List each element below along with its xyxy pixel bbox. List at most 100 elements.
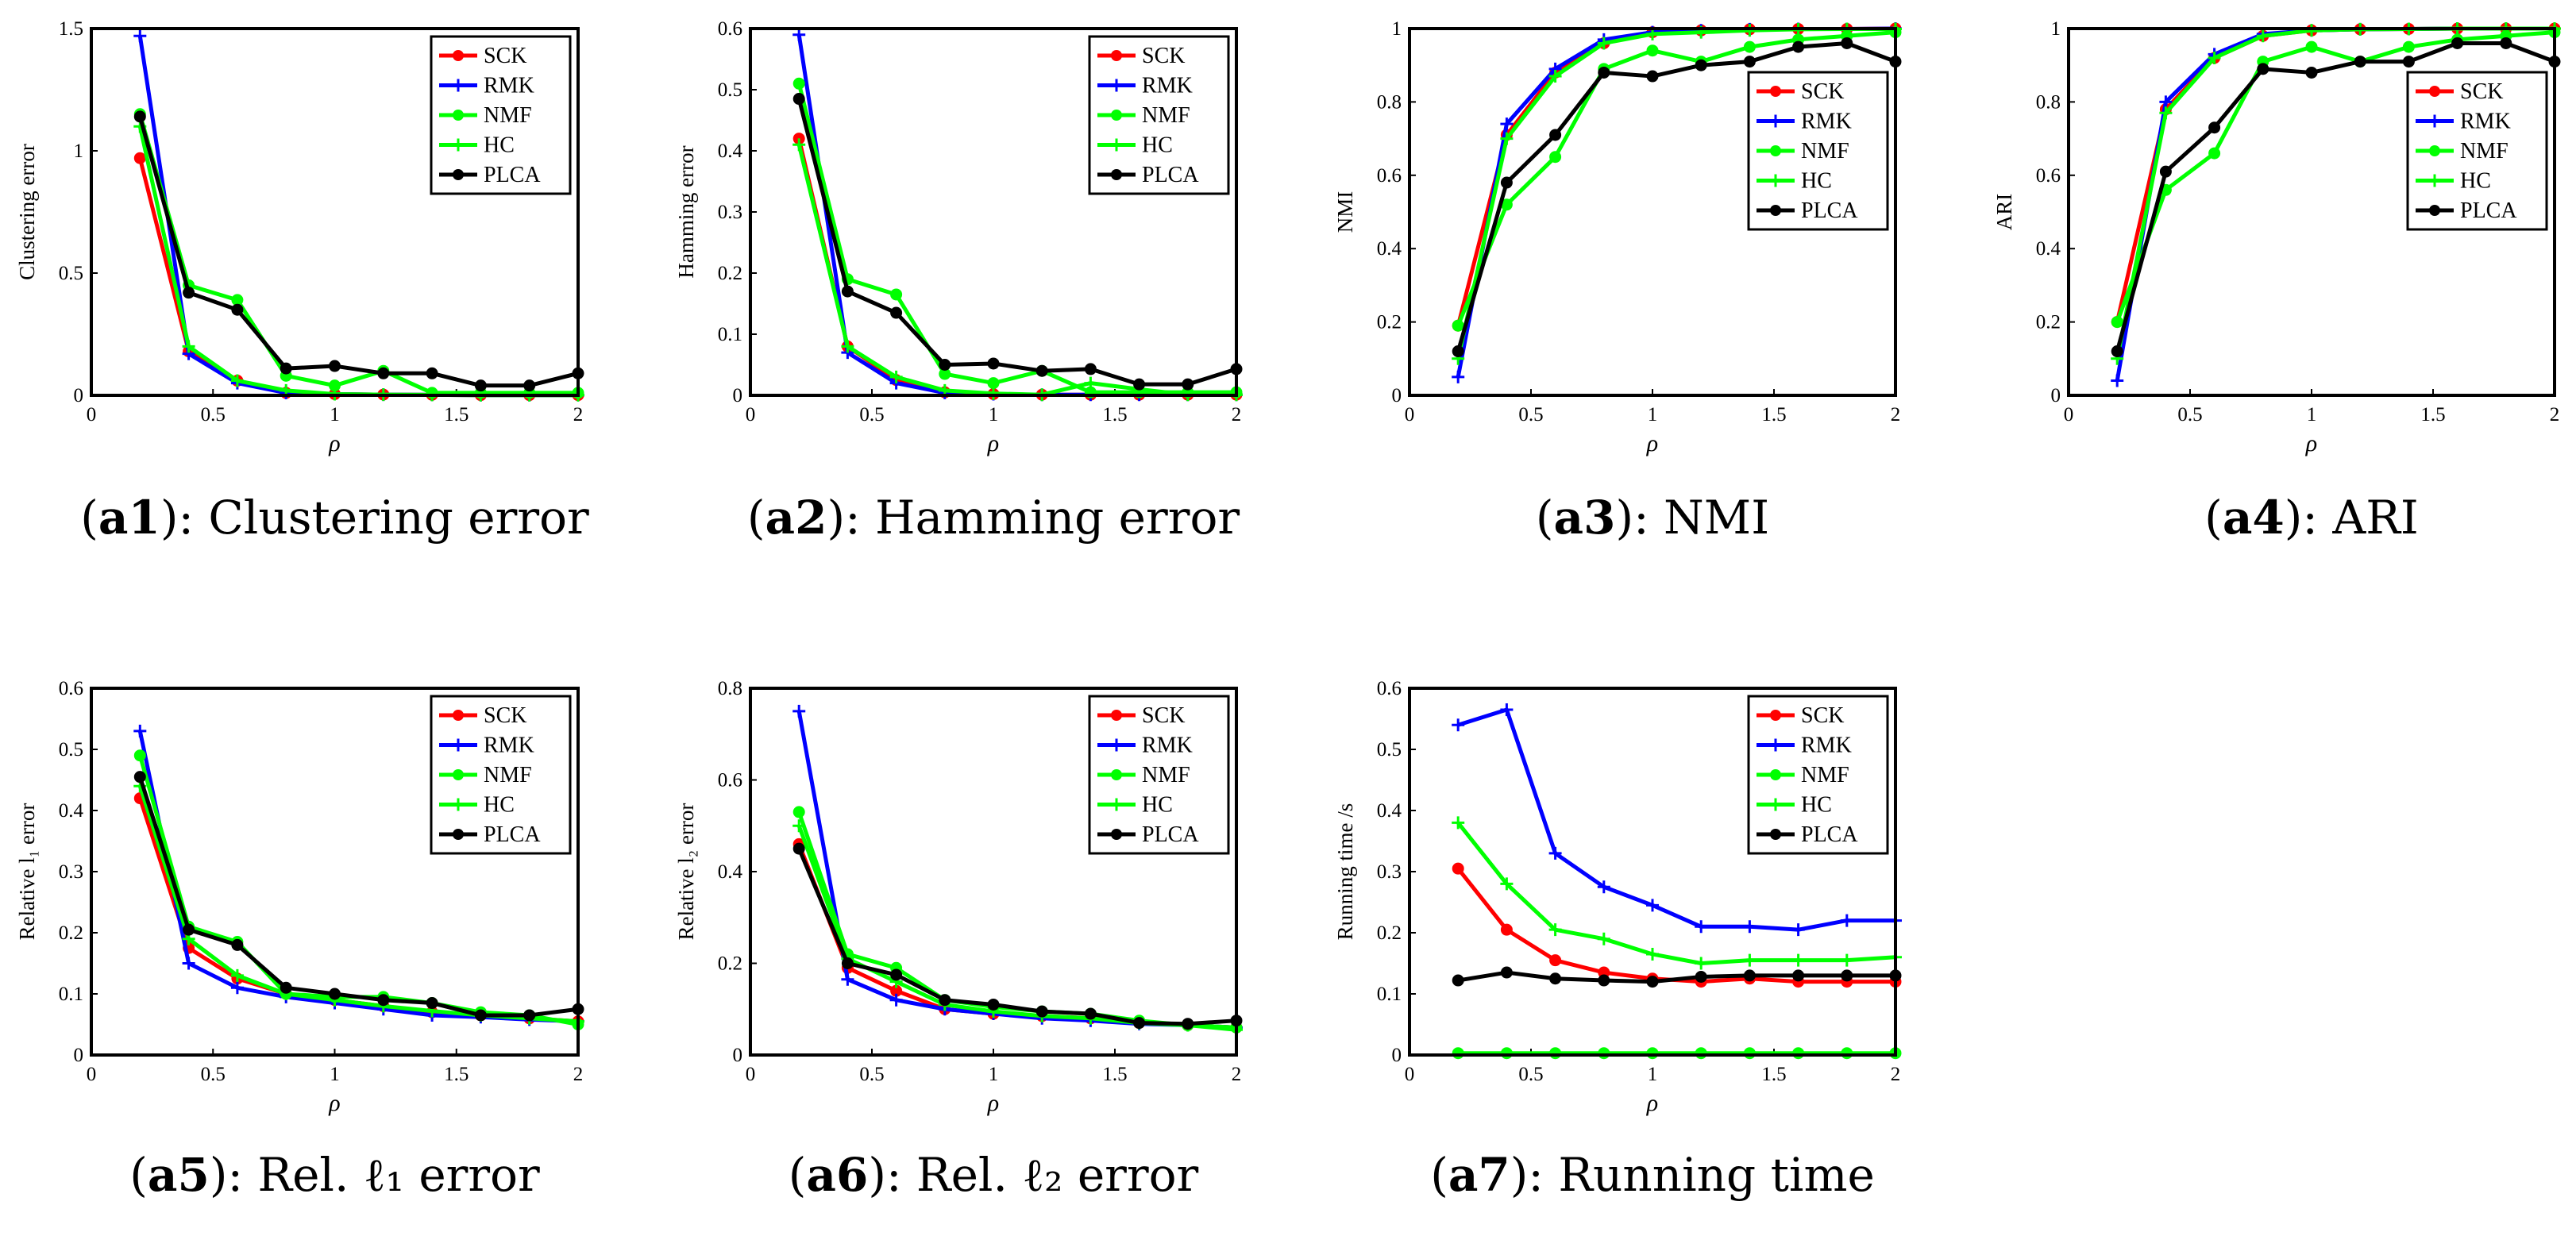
series-line-nmf: [1456, 30, 1896, 327]
data-point: [2257, 63, 2269, 75]
series-plca: [133, 110, 584, 392]
legend-label-plca: PLCA: [1142, 163, 1199, 187]
series-line-hc: [1456, 821, 1896, 965]
data-point: [1182, 378, 1194, 391]
y-tick-label: 1: [1392, 18, 1402, 40]
y-tick-label: 0.2: [718, 953, 742, 975]
x-tick-label: 2: [1891, 1064, 1901, 1085]
chart-panel-a4: 0 0.5 1 1.5 2 0 0.2 0.4 0.6 0.8 1 ρ ARI SCK RMK NMF HC PL…: [1992, 18, 2561, 545]
legend-label-nmf: NMF: [2460, 139, 2509, 164]
data-point: [1452, 718, 1465, 732]
legend-label-hc: HC: [1142, 793, 1173, 818]
data-point: [1549, 972, 1562, 985]
data-point: [1084, 1007, 1097, 1020]
y-tick-label: 0.1: [1377, 984, 1402, 1005]
data-point: [1646, 899, 1659, 912]
y-tick-label: 0: [2051, 385, 2061, 406]
data-point: [2305, 40, 2318, 53]
series-plca: [1452, 966, 1902, 988]
legend-label-rmk: RMK: [2460, 110, 2511, 134]
data-point: [2159, 165, 2172, 178]
legend: SCK RMK NMF HC PLCA: [430, 35, 572, 195]
legend-marker: [453, 769, 464, 780]
series-line-hc: [796, 825, 1237, 1032]
legend-label-plca: PLCA: [1801, 822, 1858, 847]
series-hc: [1452, 816, 1902, 970]
panel-caption: (a1): Clustering error: [80, 491, 589, 545]
y-tick-label: 0.4: [718, 861, 743, 883]
data-point: [2111, 345, 2123, 358]
axes-frame: [749, 687, 1238, 1057]
legend-label-hc: HC: [484, 793, 515, 818]
data-point: [1500, 132, 1514, 145]
data-point: [523, 1009, 536, 1022]
data-point: [889, 370, 903, 383]
data-point: [1743, 40, 1756, 53]
legend-marker: [452, 738, 465, 752]
data-point: [841, 972, 854, 986]
data-point: [1549, 954, 1562, 967]
legend-label-plca: PLCA: [484, 822, 541, 847]
legend-marker: [1770, 86, 1781, 97]
y-tick-label: 1: [74, 141, 84, 162]
legend: SCK RMK NMF HC PLCA: [1747, 71, 1889, 231]
x-tick-label: 1.5: [444, 1064, 469, 1085]
data-point: [426, 367, 438, 379]
y-tick-label: 0.4: [1377, 800, 1402, 822]
data-point: [1695, 59, 1707, 71]
data-point: [1500, 1047, 1513, 1060]
legend-marker: [1111, 710, 1122, 721]
data-point: [1548, 846, 1562, 860]
x-tick-label: 1.5: [2420, 404, 2445, 425]
x-axis-label: ρ: [1646, 430, 1658, 456]
x-tick-label: 0: [746, 1064, 756, 1085]
data-point: [939, 359, 951, 371]
y-axis-label: NMI: [1333, 191, 1357, 233]
chart-panel-a3: 0 0.5 1 1.5 2 0 0.2 0.4 0.6 0.8 1 ρ NMI SCK RMK NMF HC PL…: [1333, 18, 1902, 545]
data-point: [1743, 24, 1757, 37]
axes-frame: [90, 687, 580, 1057]
y-tick-label: 0.6: [59, 678, 83, 699]
data-point: [280, 981, 292, 994]
data-point: [1646, 44, 1659, 57]
axes-frame: [1408, 27, 1897, 397]
legend-marker: [1770, 145, 1781, 156]
y-tick-label: 0: [733, 1045, 743, 1066]
data-point: [377, 994, 390, 1007]
data-point: [1743, 1047, 1756, 1060]
y-tick-label: 0.2: [1377, 312, 1402, 333]
legend-label-plca: PLCA: [484, 163, 541, 187]
data-point: [1549, 129, 1562, 141]
y-tick-label: 0.4: [718, 141, 743, 162]
x-tick-label: 1.5: [1102, 1064, 1127, 1085]
data-point: [1452, 974, 1464, 987]
data-point: [1452, 1047, 1464, 1060]
data-point: [1597, 932, 1610, 945]
y-tick-label: 0.8: [1377, 91, 1402, 113]
y-tick-label: 0.8: [718, 678, 742, 699]
legend-label-hc: HC: [484, 133, 515, 158]
legend-marker: [1769, 738, 1782, 752]
y-tick-label: 0.4: [1377, 238, 1402, 260]
axes-frame: [2067, 27, 2556, 397]
data-point: [183, 287, 195, 299]
legend-label-nmf: NMF: [484, 763, 532, 787]
legend-marker: [452, 798, 465, 811]
data-point: [792, 28, 806, 41]
x-tick-label: 2: [1232, 1064, 1242, 1085]
legend-label-hc: HC: [1142, 133, 1173, 158]
legend-label-nmf: NMF: [1142, 763, 1190, 787]
data-point: [329, 988, 341, 1000]
data-point: [1035, 364, 1048, 377]
data-point: [2208, 121, 2221, 134]
data-point: [890, 288, 903, 301]
legend-marker: [2429, 86, 2440, 97]
data-point: [1792, 1047, 1805, 1060]
data-point: [426, 997, 438, 1010]
y-tick-label: 0.4: [2036, 238, 2061, 260]
data-point: [1841, 969, 1853, 982]
data-point: [1695, 1047, 1707, 1060]
legend-label-rmk: RMK: [484, 734, 534, 758]
data-point: [2451, 37, 2464, 49]
